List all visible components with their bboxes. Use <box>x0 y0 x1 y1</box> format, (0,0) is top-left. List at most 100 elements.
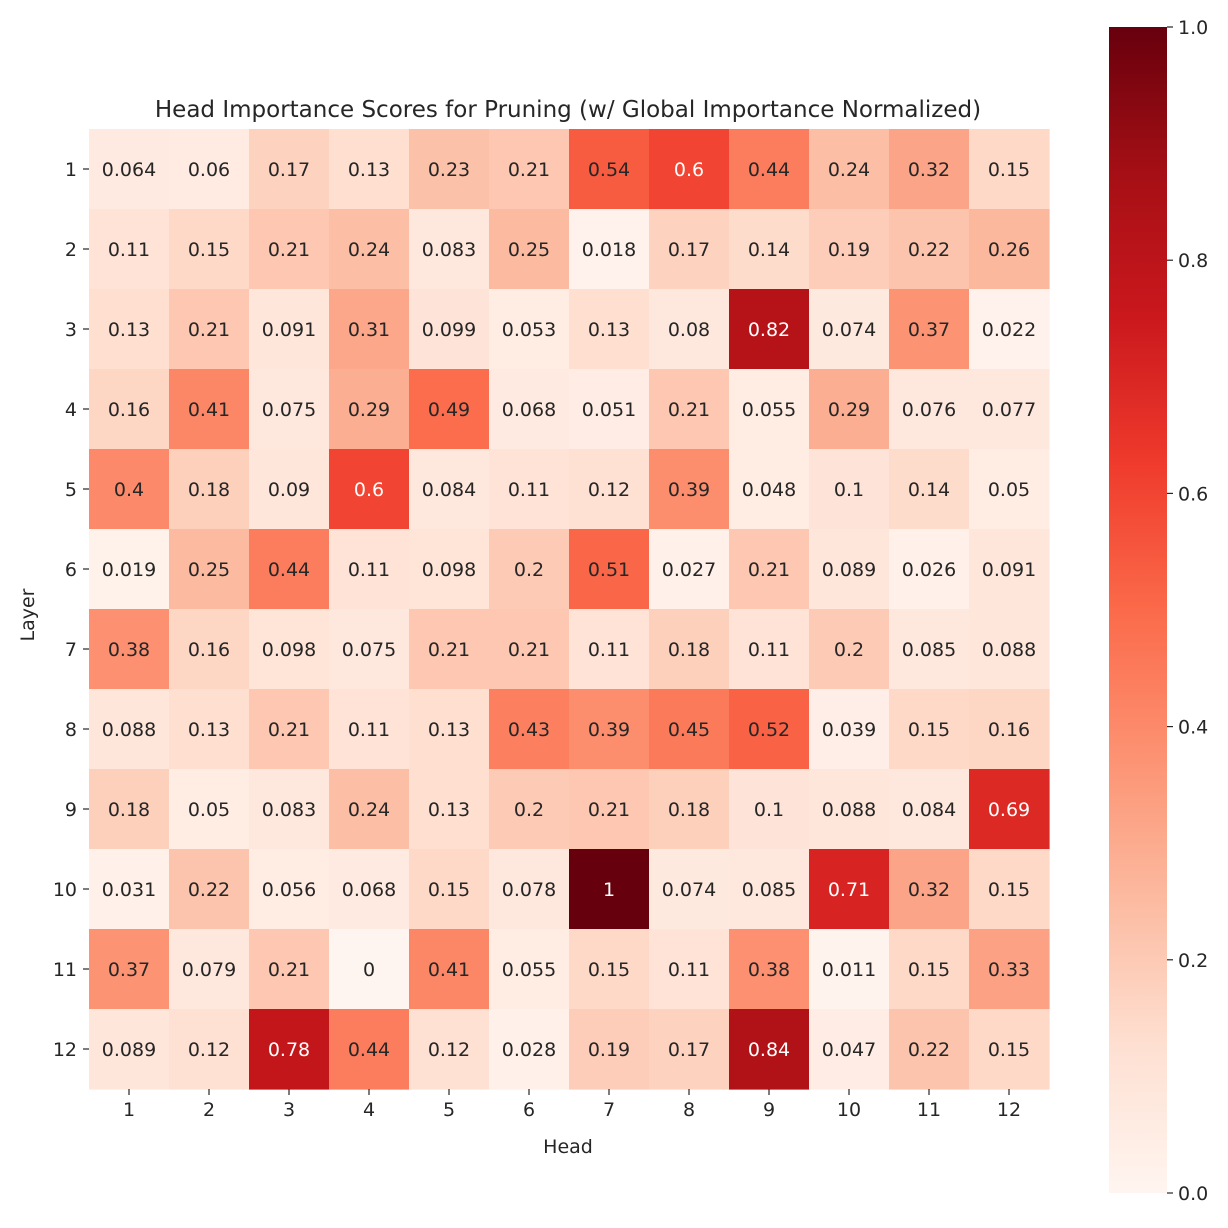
heatmap-cell <box>409 529 490 610</box>
heatmap-cell <box>169 609 250 690</box>
heatmap-cell <box>569 1009 650 1090</box>
heatmap-cell <box>249 289 330 370</box>
colorbar-tick-label: 0.0 <box>1178 1183 1208 1205</box>
heatmap-cell <box>649 609 730 690</box>
cell-label: 0.22 <box>188 879 230 901</box>
heatmap-cell <box>329 769 410 850</box>
cell-label: 0.051 <box>582 399 636 421</box>
cell-label: 0.32 <box>908 159 950 181</box>
cell-label: 0.079 <box>182 959 236 981</box>
heatmap-cell <box>649 529 730 610</box>
cell-label: 0.45 <box>668 719 710 741</box>
cell-label: 0.21 <box>508 639 550 661</box>
heatmap-cell <box>489 1009 570 1090</box>
cell-label: 0.1 <box>754 799 784 821</box>
cell-label: 0.088 <box>822 799 876 821</box>
cell-label: 0.37 <box>108 959 150 981</box>
cell-label: 0.056 <box>262 879 316 901</box>
heatmap-cell <box>169 929 250 1010</box>
cell-label: 0.39 <box>668 479 710 501</box>
cell-label: 0.085 <box>742 879 796 901</box>
cell-label: 0.083 <box>262 799 316 821</box>
heatmap-cell <box>169 289 250 370</box>
x-tick-label: 4 <box>363 1099 375 1121</box>
colorbar-tick-label: 0.4 <box>1178 717 1208 739</box>
cell-label: 0.22 <box>908 1039 950 1061</box>
heatmap-cell <box>729 369 810 450</box>
heatmap-cell <box>169 449 250 530</box>
heatmap-cell <box>489 529 570 610</box>
y-tick-label: 12 <box>53 1039 77 1061</box>
cell-label: 0.29 <box>828 399 870 421</box>
cell-label: 0.085 <box>902 639 956 661</box>
heatmap-cell <box>329 289 410 370</box>
heatmap-cell <box>569 129 650 210</box>
cell-label: 0.022 <box>982 319 1036 341</box>
x-tick-label: 8 <box>683 1099 695 1121</box>
heatmap-cell <box>809 689 890 770</box>
heatmap-cell <box>249 849 330 930</box>
heatmap-cell <box>329 929 410 1010</box>
cell-label: 0.15 <box>908 959 950 981</box>
heatmap-cell <box>969 289 1050 370</box>
cell-label: 0.19 <box>828 239 870 261</box>
heatmap-cell <box>649 209 730 290</box>
colorbar-tick-label: 0.6 <box>1178 483 1208 505</box>
heatmap-cell <box>809 449 890 530</box>
cell-label: 0.091 <box>982 559 1036 581</box>
heatmap-cell <box>889 449 970 530</box>
cell-label: 0.44 <box>748 159 790 181</box>
heatmap-cell <box>969 1009 1050 1090</box>
heatmap-cell <box>969 769 1050 850</box>
heatmap-cell <box>729 689 810 770</box>
heatmap-cell <box>249 689 330 770</box>
cell-label: 0.16 <box>108 399 150 421</box>
heatmap-cell <box>569 769 650 850</box>
cell-label: 0.26 <box>988 239 1030 261</box>
heatmap-cell <box>889 769 970 850</box>
heatmap-cell <box>649 449 730 530</box>
heatmap-cell <box>969 369 1050 450</box>
x-tick-label: 1 <box>123 1099 135 1121</box>
cell-label: 0.12 <box>588 479 630 501</box>
heatmap-cell <box>329 369 410 450</box>
x-tick-label: 12 <box>997 1099 1021 1121</box>
heatmap-cell <box>649 1009 730 1090</box>
x-axis-ticks: 1 2 3 4 5 6 7 8 9 10 11 12 <box>123 1089 1021 1121</box>
cell-label: 0.089 <box>102 1039 156 1061</box>
cell-label: 0.06 <box>188 159 230 181</box>
cell-label: 0.13 <box>428 719 470 741</box>
x-tick-label: 5 <box>443 1099 455 1121</box>
cell-label: 0.053 <box>502 319 556 341</box>
cell-label: 0.25 <box>508 239 550 261</box>
cell-label: 0.083 <box>422 239 476 261</box>
cell-label: 0.37 <box>908 319 950 341</box>
cell-label: 0.084 <box>422 479 476 501</box>
cell-label: 0.074 <box>822 319 876 341</box>
heatmap-cell <box>729 529 810 610</box>
heatmap-cell <box>729 129 810 210</box>
heatmap-cell <box>969 449 1050 530</box>
cell-label: 0.13 <box>348 159 390 181</box>
heatmap-cell <box>489 289 570 370</box>
cell-label: 0.15 <box>588 959 630 981</box>
heatmap-cell <box>729 929 810 1010</box>
x-tick-label: 11 <box>917 1099 941 1121</box>
y-tick-label: 6 <box>65 559 77 581</box>
heatmap-cell <box>809 369 890 450</box>
heatmap-cell <box>249 209 330 290</box>
heatmap-cell <box>329 209 410 290</box>
cell-label: 0.21 <box>268 719 310 741</box>
chart-title: Head Importance Scores for Pruning (w/ G… <box>155 97 981 123</box>
y-tick-label: 10 <box>53 879 77 901</box>
cell-label: 0.21 <box>748 559 790 581</box>
heatmap-cell <box>569 929 650 1010</box>
heatmap-cell <box>249 929 330 1010</box>
heatmap-cell <box>169 529 250 610</box>
heatmap-cell <box>889 689 970 770</box>
heatmap-cell <box>89 609 170 690</box>
heatmap-cell <box>809 289 890 370</box>
cell-label: 0.077 <box>982 399 1036 421</box>
cell-label: 0.075 <box>262 399 316 421</box>
